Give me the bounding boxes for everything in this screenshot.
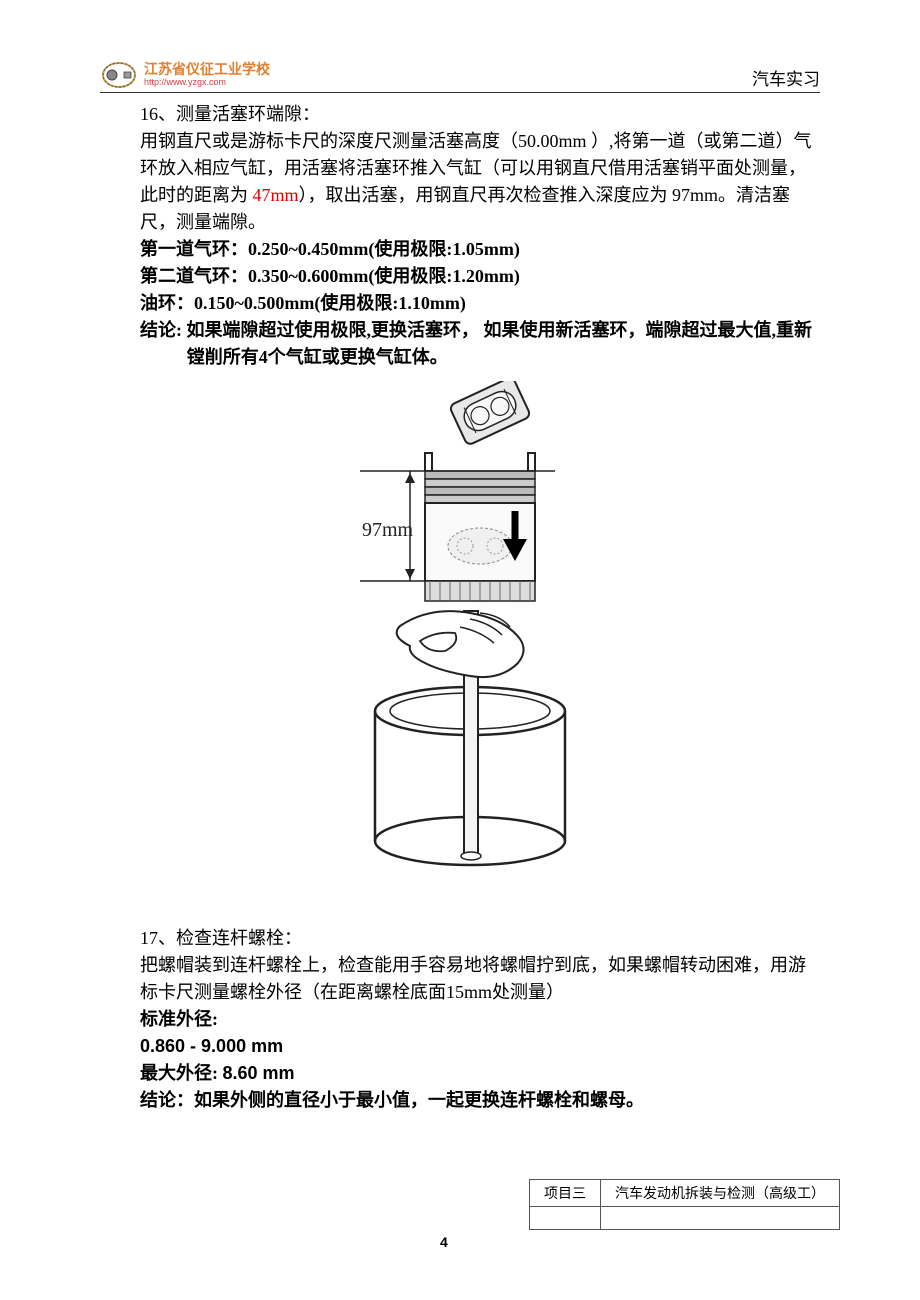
section-16-title: 16、测量活塞环端隙： bbox=[140, 101, 820, 128]
ring-spec-2: 第二道气环：0.350~0.600mm(使用极限:1.20mm) bbox=[140, 263, 820, 290]
page-header: 江苏省仪征工业学校 http://www.yzgx.com 汽车实习 bbox=[100, 60, 820, 93]
footer-table: 项目三 汽车发动机拆装与检测（高级工） bbox=[529, 1179, 840, 1230]
max-diameter-row: 最大外径: 8.60 mm bbox=[140, 1060, 820, 1087]
std-diameter-label: 标准外径: bbox=[140, 1006, 820, 1033]
footer-cell-project: 项目三 bbox=[530, 1180, 601, 1207]
dim-97mm-label: 97mm bbox=[362, 519, 414, 541]
ring-spec-3: 油环：0.150~0.500mm(使用极限:1.10mm) bbox=[140, 290, 820, 317]
school-logo-icon bbox=[100, 60, 138, 90]
school-name: 江苏省仪征工业学校 bbox=[144, 62, 270, 77]
section-17-body: 把螺帽装到连杆螺栓上，检查能用手容易地将螺帽拧到底，如果螺帽转动困难，用游标卡尺… bbox=[140, 952, 820, 1006]
max-diameter-label: 最大外径: bbox=[140, 1063, 223, 1083]
s16-red-value: 47mm bbox=[253, 185, 299, 205]
section-16-body: 用钢直尺或是游标卡尺的深度尺测量活塞高度（50.00mm ）,将第一道（或第二道… bbox=[140, 128, 820, 236]
header-subject: 汽车实习 bbox=[752, 65, 820, 90]
piston-diagram: 97mm bbox=[140, 381, 820, 919]
footer-cell-title: 汽车发动机拆装与检测（高级工） bbox=[601, 1180, 840, 1207]
max-diameter-value: 8.60 mm bbox=[223, 1063, 295, 1083]
page-number: 4 bbox=[440, 1234, 448, 1250]
footer-cell-empty1 bbox=[530, 1207, 601, 1230]
footer-cell-empty2 bbox=[601, 1207, 840, 1230]
main-content: 16、测量活塞环端隙： 用钢直尺或是游标卡尺的深度尺测量活塞高度（50.00mm… bbox=[100, 101, 820, 1114]
std-diameter-value: 0.860 - 9.000 mm bbox=[140, 1033, 820, 1060]
s16-conclusion: 结论: 如果端隙超过使用极限,更换活塞环， 如果使用新活塞环，端隙超过最大值,重… bbox=[140, 317, 820, 371]
section-17-title: 17、检查连杆螺栓： bbox=[140, 925, 820, 952]
logo-block: 江苏省仪征工业学校 http://www.yzgx.com bbox=[100, 60, 270, 90]
s17-conclusion: 结论：如果外侧的直径小于最小值，一起更换连杆螺栓和螺母。 bbox=[140, 1087, 820, 1114]
school-url: http://www.yzgx.com bbox=[144, 78, 270, 88]
ring-spec-1: 第一道气环：0.250~0.450mm(使用极限:1.05mm) bbox=[140, 236, 820, 263]
